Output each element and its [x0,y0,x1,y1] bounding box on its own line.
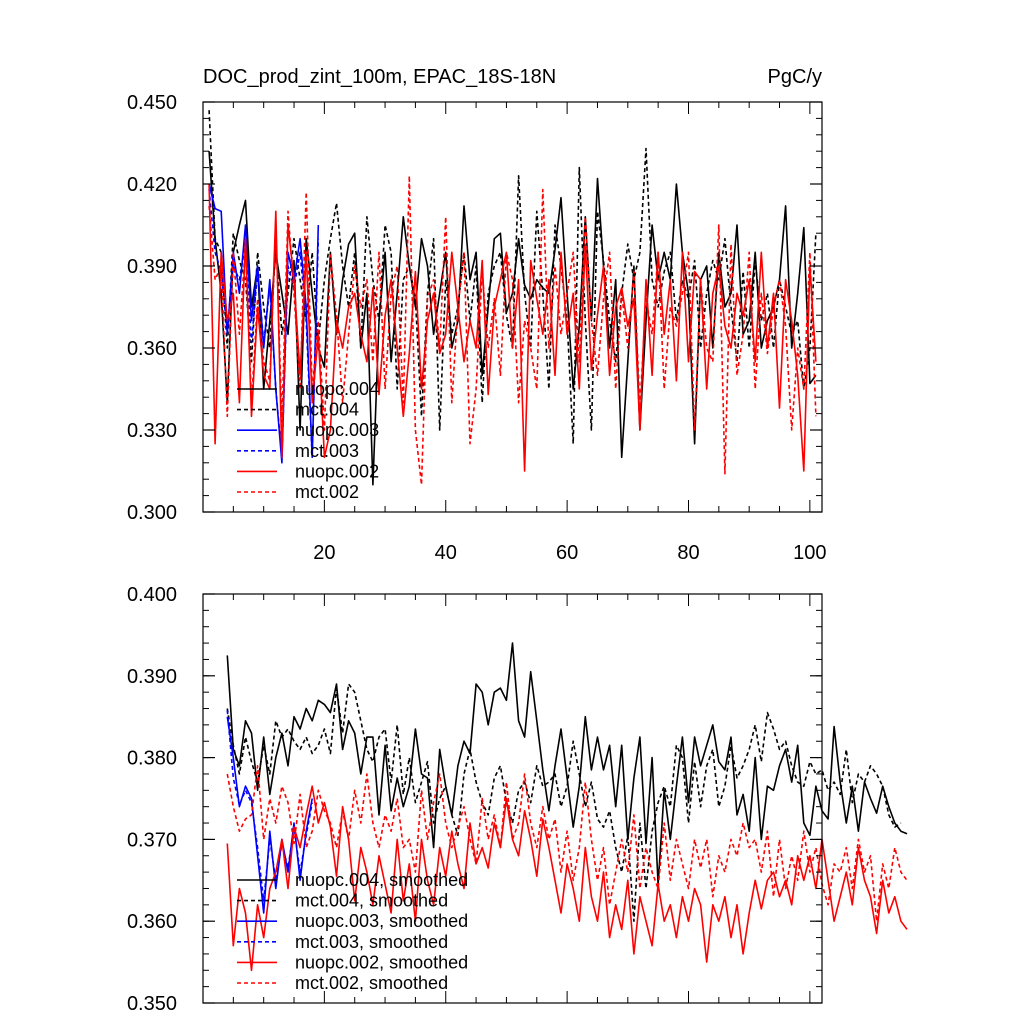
top-series-mct-002 [208,175,817,486]
top-legend-label: nuopc.003 [295,420,379,440]
bottom-ytick-label: 0.390 [127,666,177,688]
top-chart-units: PgC/y [768,66,822,88]
bottom-panel: 0.350 0.360 0.370 0.380 0.390 0.400 nuopc.004,… [127,584,908,1015]
top-legend-label: nuopc.004 [295,379,379,399]
top-xtick-label: 20 [313,542,335,564]
bottom-legend-label: mct.004, smoothed [295,891,448,911]
top-series-group [208,110,817,486]
top-series-nuopc-002 [208,183,817,472]
top-ytick-label: 0.330 [127,420,177,442]
bottom-series-nuopc-002-smoothed [226,785,908,972]
bottom-legend-label: nuopc.004, smoothed [295,870,468,890]
top-xtick-label: 80 [677,542,699,564]
bottom-series-group [226,642,908,972]
top-ytick-label: 0.450 [127,92,177,114]
bottom-ytick-label: 0.380 [127,748,177,770]
top-plot-frame [202,101,823,513]
bottom-plot-frame [202,593,823,1004]
top-xtick-label: 60 [556,542,578,564]
top-xtick-label: 40 [435,542,457,564]
bottom-ytick-label: 0.400 [127,584,177,606]
bottom-legend-label: nuopc.002, smoothed [295,952,468,972]
top-legend: nuopc.004mct.004nuopc.003mct.003nuopc.00… [237,379,379,502]
bottom-ytick-label: 0.360 [127,911,177,933]
bottom-series-mct-003-smoothed [226,710,313,902]
bottom-ytick-label: 0.370 [127,829,177,851]
bottom-legend-label: nuopc.003, smoothed [295,911,468,931]
top-ytick-label: 0.360 [127,338,177,360]
top-legend-label: nuopc.002 [295,461,379,481]
top-series-mct-003 [208,189,320,459]
bottom-series-nuopc-004-smoothed [226,642,908,886]
top-ytick-label: 0.390 [127,256,177,278]
top-xtick-label: 100 [793,542,826,564]
top-legend-label: mct.002 [295,482,359,502]
bottom-legend-label: mct.003, smoothed [295,932,448,952]
top-legend-label: mct.004 [295,400,359,420]
top-panel: 0.300 0.330 0.360 0.390 0.420 0.450 20 40 60 80 10… [127,92,827,564]
bottom-legend-label: mct.002, smoothed [295,973,448,993]
bottom-series-mct-002-smoothed [226,764,908,923]
top-series-nuopc-003 [208,183,320,464]
top-ytick-label: 0.300 [127,502,177,524]
top-chart-title: DOC_prod_zint_100m, EPAC_18S-18N [203,66,556,88]
bottom-ytick-label: 0.350 [127,993,177,1015]
top-legend-label: mct.003 [295,441,359,461]
top-ytick-label: 0.420 [127,174,177,196]
bottom-series-mct-004-smoothed [226,683,902,923]
